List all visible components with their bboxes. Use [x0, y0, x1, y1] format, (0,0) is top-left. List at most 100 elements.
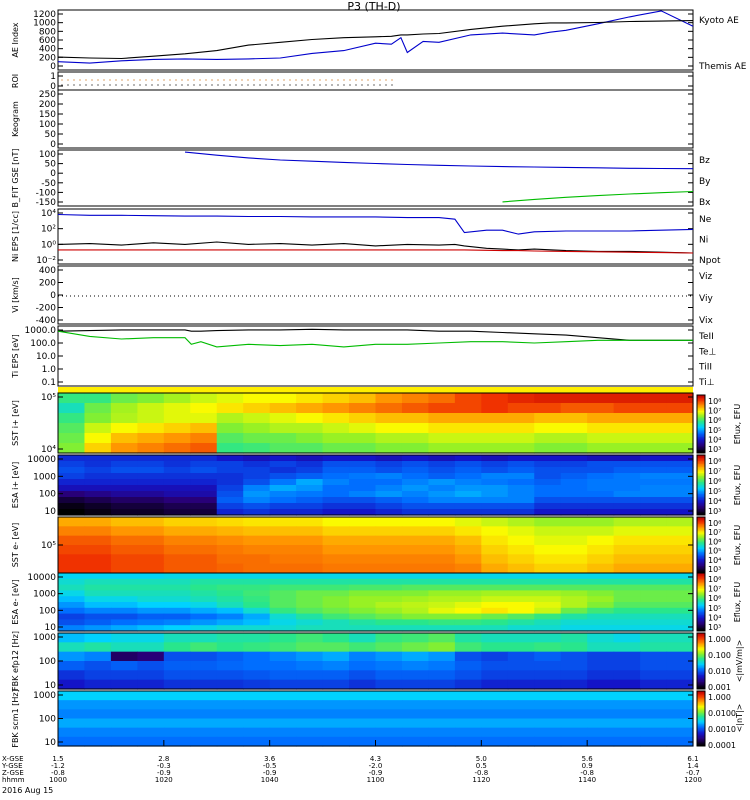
heatmap-cell: [296, 393, 324, 404]
heatmap-cell: [243, 413, 271, 424]
legend-entry: Ne: [699, 215, 712, 225]
heatmap-cell: [296, 596, 324, 603]
heatmap-cell: [110, 491, 138, 498]
heatmap-cell: [428, 545, 456, 555]
heatmap-cell: [428, 443, 456, 454]
heatmap-cell: [640, 578, 668, 586]
heatmap-cell: [560, 596, 588, 603]
heatmap-cell: [296, 602, 324, 609]
heatmap-cell: [190, 423, 218, 434]
heatmap-cell: [560, 485, 588, 492]
heatmap-cell: [534, 691, 562, 701]
heatmap-cell: [349, 423, 377, 434]
heatmap-cell: [58, 503, 86, 510]
colorbar-efu-cell: [697, 497, 705, 499]
heatmap-cell: [269, 461, 297, 468]
heatmap-cell: [454, 491, 482, 498]
heatmap-cell: [84, 642, 112, 653]
heatmap-cell: [428, 642, 456, 653]
colorbar-efu-cell: [697, 554, 705, 557]
heatmap-cell: [428, 607, 456, 615]
heatmap-cell: [216, 578, 244, 586]
heatmap-cell: [560, 607, 588, 615]
heatmap-cell: [428, 479, 456, 486]
heatmap-cell: [454, 584, 482, 591]
heatmap-cell: [84, 413, 112, 424]
heatmap-cell: [137, 691, 165, 701]
heatmap-cell: [534, 473, 562, 480]
heatmap-cell: [163, 602, 191, 609]
heatmap-cell: [666, 691, 694, 701]
heatmap-cell: [296, 423, 324, 434]
colorbar-e-cell: [697, 669, 705, 672]
colorbar-efu-cell: [697, 445, 705, 448]
heatmap-cell: [349, 700, 377, 710]
heatmap-cell: [216, 526, 244, 537]
roi-dot: [229, 79, 231, 81]
colorbar-efu-cell: [697, 425, 705, 428]
colorbar-efu-cell: [697, 397, 705, 400]
colorbar-efu-cell: [697, 405, 705, 408]
heatmap-cell: [507, 517, 535, 527]
heatmap-cell: [243, 625, 271, 632]
heatmap-cell: [613, 670, 641, 681]
colorbar-tick-label: 10³: [708, 445, 721, 454]
roi-dot: [367, 84, 369, 86]
heatmap-cell: [375, 509, 403, 516]
series-line-bx: [184, 151, 694, 170]
heatmap-cell: [190, 535, 218, 546]
colorbar-b-cell: [697, 739, 705, 742]
heatmap-cell: [349, 590, 377, 597]
heatmap-cell: [349, 573, 377, 580]
heatmap-cell: [481, 651, 509, 662]
heatmap-cell: [58, 433, 86, 444]
y-axis-label: ESA i+ [eV]: [11, 462, 20, 508]
y-tick-label: -150: [36, 198, 57, 208]
heatmap-cell: [587, 584, 615, 591]
heatmap-cell: [137, 393, 165, 404]
heatmap-cell: [163, 403, 191, 414]
heatmap-cell: [481, 709, 509, 720]
legend-entry: Npot: [699, 256, 721, 266]
colorbar-efu-cell: [697, 429, 705, 432]
heatmap-cell: [454, 679, 482, 690]
colorbar-efu-cell: [697, 447, 705, 450]
heatmap-cell: [481, 423, 509, 434]
heatmap-cell: [163, 479, 191, 486]
heatmap-cell: [375, 497, 403, 504]
heatmap-cell: [296, 613, 324, 620]
heatmap-cell: [481, 670, 509, 681]
heatmap-cell: [560, 584, 588, 591]
heatmap-cell: [666, 578, 694, 586]
heatmap-cell: [454, 433, 482, 444]
heatmap-cell: [243, 607, 271, 615]
colorbar-label: Eflux, EFU: [733, 465, 742, 506]
y-tick-label: 10000: [27, 573, 56, 583]
heatmap-cell: [84, 607, 112, 615]
heatmap-cell: [349, 584, 377, 591]
colorbar-efu-cell: [697, 574, 705, 577]
heatmap-cell: [640, 709, 668, 720]
heatmap-cell: [58, 491, 86, 498]
heatmap-cell: [110, 679, 138, 690]
heatmap-cell: [190, 700, 218, 710]
heatmap-cell: [296, 461, 324, 468]
colorbar-efu-cell: [697, 616, 705, 619]
colorbar-efu-cell: [697, 512, 705, 514]
time-axis-value: 0.5: [476, 762, 487, 770]
heatmap-cell: [163, 573, 191, 580]
heatmap-cell: [349, 651, 377, 662]
heatmap-cell: [243, 526, 271, 537]
panel-frame-esa_e: [57, 572, 694, 632]
heatmap-cell: [640, 393, 668, 404]
heatmap-cell: [454, 736, 482, 747]
heatmap-cell: [507, 503, 535, 510]
heatmap-cell: [322, 443, 350, 454]
heatmap-cell: [322, 651, 350, 662]
heatmap-cell: [163, 625, 191, 632]
y-axis-label: FBK scm1 [Hz]: [11, 689, 20, 747]
heatmap-cell: [640, 461, 668, 468]
heatmap-cell: [322, 554, 350, 565]
heatmap-cell: [216, 718, 244, 729]
heatmap-cell: [349, 497, 377, 504]
